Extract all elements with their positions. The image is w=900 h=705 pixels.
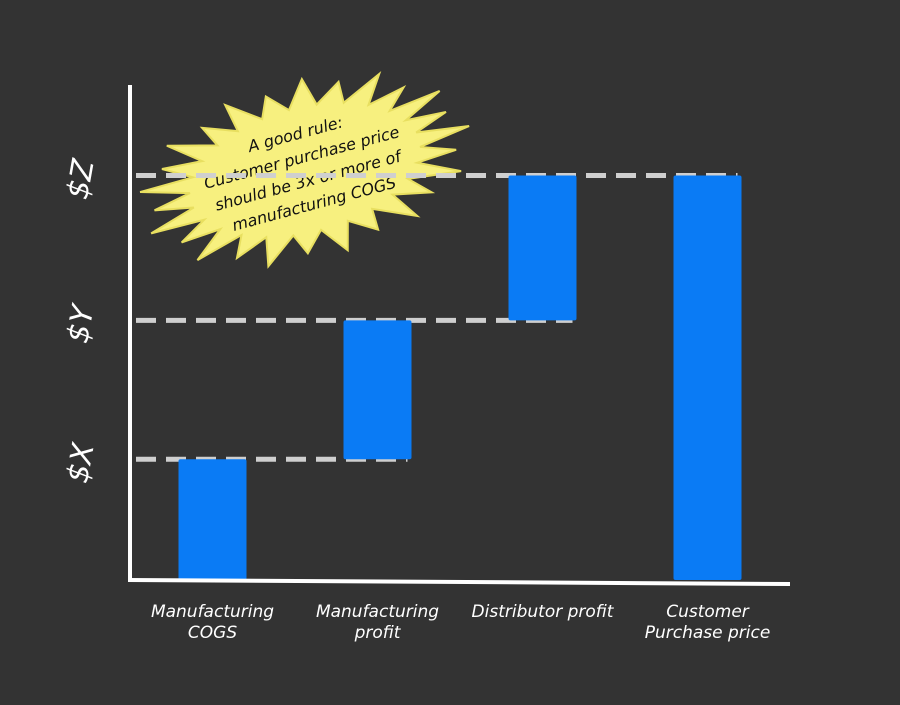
- bar: [178, 459, 247, 580]
- annotation-bubble: A good rule:Customer purchase priceshoul…: [139, 71, 470, 269]
- x-tick-label: Distributor profit: [471, 602, 614, 622]
- y-tick-label: $Z: [60, 155, 102, 202]
- bar: [508, 175, 577, 321]
- x-tick-label: Manufacturing profit: [315, 602, 440, 643]
- y-tick-label: $Y: [61, 300, 102, 346]
- bar: [673, 175, 742, 581]
- y-tick-label: $X: [60, 439, 102, 486]
- x-axis: [127, 578, 791, 586]
- starburst: [139, 71, 470, 269]
- x-tick-label: Customer Purchase price: [644, 602, 771, 643]
- bar: [343, 320, 412, 460]
- x-tick-label: Manufacturing COGS: [150, 602, 275, 643]
